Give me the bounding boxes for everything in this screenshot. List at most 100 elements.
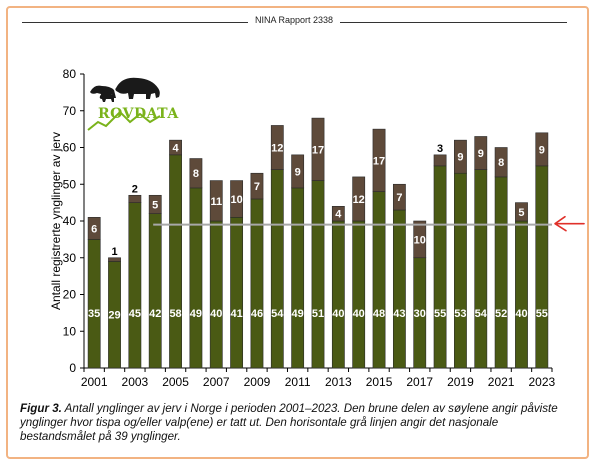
bar-segment-removed bbox=[291, 154, 305, 189]
bar-value-label-base: 40 bbox=[353, 308, 365, 320]
bar-segment-base bbox=[474, 169, 488, 369]
bar-value-label-base: 52 bbox=[495, 308, 507, 320]
bar-value-label-removed: 9 bbox=[295, 166, 301, 178]
bar-segment-base bbox=[515, 220, 528, 369]
bar-segment-removed bbox=[209, 180, 223, 222]
bar-value-label-base: 43 bbox=[393, 308, 405, 320]
bar-value-label-base: 54 bbox=[271, 308, 284, 320]
bar-segment-base bbox=[209, 220, 223, 369]
y-tick-label: 20 bbox=[63, 288, 77, 302]
bar-value-label-base: 35 bbox=[88, 308, 100, 320]
bar-value-label-removed: 7 bbox=[254, 181, 260, 193]
bar-value-label-removed: 9 bbox=[539, 144, 545, 156]
bar-value-label-removed: 2 bbox=[132, 183, 138, 195]
bar-segment-removed bbox=[494, 147, 508, 178]
y-tick-label: 70 bbox=[63, 104, 77, 118]
bar-segment-removed bbox=[87, 217, 101, 240]
bar-value-label-removed: 4 bbox=[335, 209, 342, 221]
bar-value-label-removed: 9 bbox=[457, 152, 463, 164]
bar-segment-removed bbox=[454, 139, 467, 174]
bar-segment-base bbox=[148, 213, 162, 369]
bar-segment-base bbox=[270, 169, 284, 369]
bar-value-label-base: 40 bbox=[515, 308, 527, 320]
logo-text: ROVDATA bbox=[98, 106, 179, 122]
x-tick-label: 2021 bbox=[488, 375, 515, 389]
bar-segment-base bbox=[494, 176, 508, 369]
bar-value-label-removed: 1 bbox=[111, 246, 117, 258]
bar-value-label-base: 30 bbox=[414, 308, 426, 320]
bar-value-label-base: 54 bbox=[475, 308, 488, 320]
bar-value-label-base: 42 bbox=[149, 308, 161, 320]
y-tick-label: 80 bbox=[63, 67, 77, 81]
report-title: NINA Rapport 2338 bbox=[254, 15, 334, 25]
bar-value-label-removed: 12 bbox=[353, 194, 365, 206]
bar-segment-removed bbox=[392, 183, 406, 211]
x-tick-label: 2003 bbox=[122, 375, 149, 389]
bar-value-label-removed: 10 bbox=[230, 194, 242, 206]
bar-value-label-removed: 7 bbox=[396, 192, 402, 204]
y-tick-label: 60 bbox=[63, 141, 77, 155]
wolverine-silhouettes-icon bbox=[87, 77, 161, 131]
bar-segment-base bbox=[331, 220, 345, 369]
bar-value-label-base: 49 bbox=[292, 308, 304, 320]
bar-segment-base bbox=[291, 187, 305, 369]
bar-value-label-base: 51 bbox=[312, 308, 324, 320]
bar-value-label-base: 46 bbox=[251, 308, 263, 320]
x-tick-label: 2009 bbox=[244, 375, 271, 389]
bar-value-label-base: 45 bbox=[129, 308, 141, 320]
bar-value-label-removed: 6 bbox=[91, 223, 97, 235]
bar-value-label-base: 58 bbox=[169, 308, 181, 320]
bar-value-label-removed: 5 bbox=[152, 199, 158, 211]
bar-value-label-base: 55 bbox=[434, 308, 446, 320]
bar-segment-base bbox=[87, 239, 101, 369]
bar-segment-base bbox=[535, 165, 549, 369]
bar-value-label-removed: 17 bbox=[312, 144, 324, 156]
bar-value-label-base: 29 bbox=[108, 310, 120, 322]
bar-value-label-removed: 9 bbox=[478, 148, 484, 160]
bar-segment-removed bbox=[128, 194, 142, 203]
bar-segment-removed bbox=[169, 139, 182, 156]
bar-value-label-removed: 10 bbox=[414, 234, 426, 246]
bar-segment-removed bbox=[413, 220, 427, 259]
bar-segment-base bbox=[230, 217, 244, 369]
bar-value-label-base: 53 bbox=[454, 308, 466, 320]
bar-segment-base bbox=[454, 172, 467, 369]
header-rule-right bbox=[340, 22, 567, 23]
x-tick-label: 2011 bbox=[285, 375, 311, 389]
bar-segment-base bbox=[352, 220, 366, 369]
bar-value-label-base: 55 bbox=[536, 308, 548, 320]
x-tick-label: 2005 bbox=[162, 375, 189, 389]
bar-segment-base bbox=[189, 187, 203, 369]
caption-label: Figur 3. bbox=[20, 402, 62, 415]
bar-value-label-removed: 8 bbox=[193, 168, 199, 180]
bar-segment-base bbox=[311, 180, 325, 369]
y-tick-label: 0 bbox=[69, 361, 76, 375]
bar-value-label-removed: 11 bbox=[210, 196, 222, 208]
rovdata-logo: ROVDATA bbox=[86, 74, 178, 132]
x-tick-label: 2017 bbox=[406, 375, 433, 389]
bar-segment-removed bbox=[331, 206, 345, 222]
bar-segment-base bbox=[392, 209, 406, 369]
bar-segment-removed bbox=[148, 194, 162, 214]
bar-value-label-base: 49 bbox=[190, 308, 202, 320]
y-tick-label: 40 bbox=[63, 214, 77, 228]
bar-segment-removed bbox=[270, 125, 284, 170]
x-tick-label: 2007 bbox=[203, 375, 230, 389]
bar-segment-removed bbox=[189, 158, 203, 189]
bar-value-label-removed: 8 bbox=[498, 157, 504, 169]
bar-value-label-base: 41 bbox=[230, 308, 242, 320]
bar-value-label-removed: 17 bbox=[373, 155, 385, 167]
bar-segment-base bbox=[433, 165, 447, 369]
annotation-arrow-icon bbox=[554, 215, 567, 232]
bar-segment-removed bbox=[535, 132, 549, 167]
x-tick-label: 2013 bbox=[325, 375, 352, 389]
bar-segment-base bbox=[169, 154, 182, 369]
bar-value-label-removed: 12 bbox=[271, 143, 283, 155]
y-axis-title: Antall registrerte ynglinger av jerv bbox=[49, 132, 63, 310]
bar-segment-removed bbox=[433, 154, 447, 167]
x-tick-label: 2023 bbox=[528, 375, 555, 389]
bar-segment-removed bbox=[250, 172, 264, 200]
figure-caption: Figur 3. Antall ynglinger av jerv i Norg… bbox=[20, 402, 575, 444]
x-tick-label: 2001 bbox=[81, 375, 108, 389]
bar-value-label-base: 40 bbox=[332, 308, 344, 320]
